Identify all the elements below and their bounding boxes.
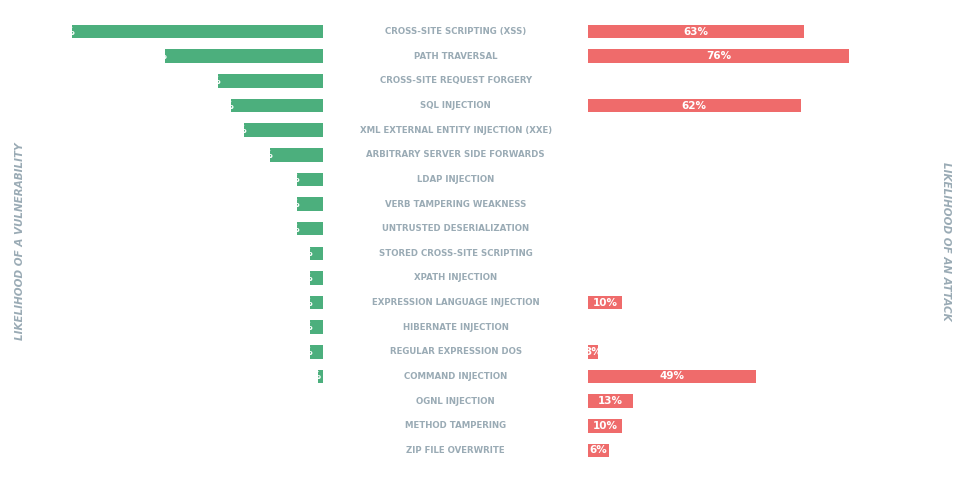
Bar — [270, 148, 323, 161]
Bar — [297, 222, 323, 236]
Bar — [588, 419, 622, 432]
Text: 2%: 2% — [282, 174, 300, 185]
Bar — [310, 345, 323, 359]
Text: XPATH INJECTION: XPATH INJECTION — [415, 273, 497, 282]
Text: CROSS-SITE REQUEST FORGERY: CROSS-SITE REQUEST FORGERY — [379, 76, 532, 85]
Bar — [588, 443, 609, 457]
Text: 1%: 1% — [296, 297, 314, 308]
Text: OGNL INJECTION: OGNL INJECTION — [416, 397, 495, 406]
Bar — [588, 50, 849, 63]
Text: 6%: 6% — [589, 445, 608, 455]
Text: CROSS-SITE SCRIPTING (XSS): CROSS-SITE SCRIPTING (XSS) — [385, 27, 526, 36]
Text: 49%: 49% — [660, 372, 685, 381]
Text: COMMAND INJECTION: COMMAND INJECTION — [404, 372, 508, 381]
Text: 76%: 76% — [706, 51, 731, 61]
Text: 13%: 13% — [598, 396, 623, 406]
Text: LIKELIHOOD OF AN ATTACK: LIKELIHOOD OF AN ATTACK — [941, 161, 951, 321]
Text: ZIP FILE OVERWRITE: ZIP FILE OVERWRITE — [407, 446, 505, 455]
Text: 0.4%: 0.4% — [292, 372, 321, 381]
Text: PATH TRAVERSAL: PATH TRAVERSAL — [414, 52, 498, 61]
Text: STORED CROSS-SITE SCRIPTING: STORED CROSS-SITE SCRIPTING — [379, 249, 532, 258]
Text: 3%: 3% — [584, 347, 602, 357]
Text: 62%: 62% — [682, 101, 707, 110]
Text: XML EXTERNAL ENTITY INJECTION (XXE): XML EXTERNAL ENTITY INJECTION (XXE) — [360, 126, 552, 134]
Text: ARBITRARY SERVER SIDE FORWARDS: ARBITRARY SERVER SIDE FORWARDS — [367, 150, 545, 159]
Bar — [318, 370, 323, 383]
Bar — [297, 173, 323, 186]
Text: LIKELIHOOD OF A VULNERABILITY: LIKELIHOOD OF A VULNERABILITY — [15, 142, 24, 340]
Bar — [588, 394, 633, 408]
Text: 1%: 1% — [296, 248, 314, 258]
Text: 63%: 63% — [683, 27, 709, 37]
Text: 1%: 1% — [296, 347, 314, 357]
Text: 6%: 6% — [229, 125, 247, 135]
Text: VERB TAMPERING WEAKNESS: VERB TAMPERING WEAKNESS — [385, 200, 526, 209]
Text: REGULAR EXPRESSION DOS: REGULAR EXPRESSION DOS — [390, 348, 521, 356]
Text: UNTRUSTED DESERIALIZATION: UNTRUSTED DESERIALIZATION — [382, 224, 529, 233]
Bar — [244, 123, 323, 137]
Bar — [588, 99, 801, 112]
Text: 1%: 1% — [296, 322, 314, 332]
Text: METHOD TAMPERING: METHOD TAMPERING — [405, 421, 507, 430]
Text: 8%: 8% — [203, 76, 220, 86]
Text: 1%: 1% — [296, 273, 314, 283]
Bar — [231, 99, 323, 112]
Bar — [73, 25, 323, 39]
Bar — [297, 197, 323, 211]
Text: 12%: 12% — [143, 51, 168, 61]
Text: LDAP INJECTION: LDAP INJECTION — [417, 175, 494, 184]
Text: 19%: 19% — [50, 27, 75, 37]
Text: 4%: 4% — [256, 150, 273, 160]
Bar — [310, 296, 323, 309]
Bar — [218, 74, 323, 88]
Text: 10%: 10% — [593, 297, 617, 308]
Bar — [588, 370, 757, 383]
Text: 2%: 2% — [282, 224, 300, 234]
Text: SQL INJECTION: SQL INJECTION — [420, 101, 491, 110]
Text: 2%: 2% — [282, 199, 300, 209]
Text: 10%: 10% — [593, 421, 617, 431]
Bar — [588, 296, 622, 309]
Text: 7%: 7% — [217, 101, 234, 110]
Bar — [310, 271, 323, 285]
Bar — [588, 25, 804, 39]
Bar — [310, 247, 323, 260]
Text: EXPRESSION LANGUAGE INJECTION: EXPRESSION LANGUAGE INJECTION — [371, 298, 540, 307]
Bar — [165, 50, 323, 63]
Bar — [588, 345, 598, 359]
Text: HIBERNATE INJECTION: HIBERNATE INJECTION — [403, 323, 509, 332]
Bar — [310, 321, 323, 334]
